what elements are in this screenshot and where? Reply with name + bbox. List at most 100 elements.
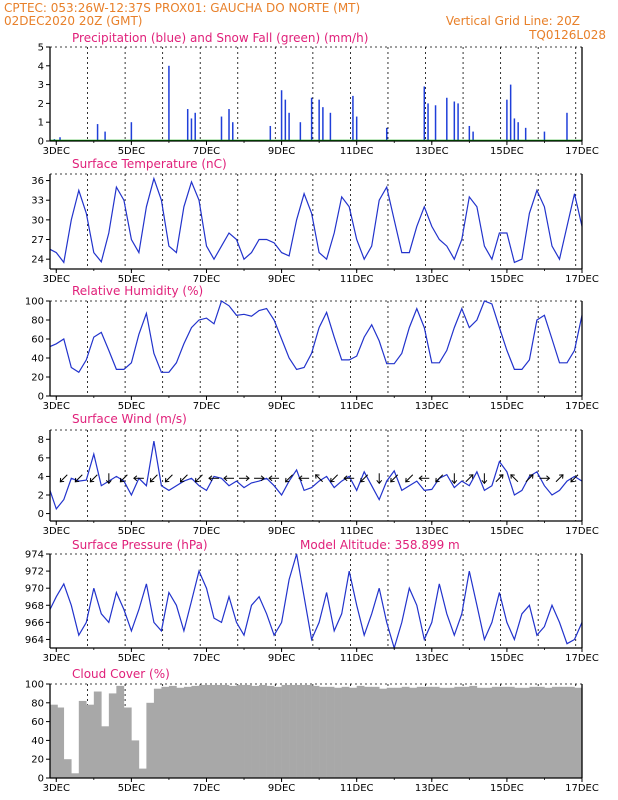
precip-bar: [280, 90, 283, 141]
x-tick-label: 13DEC: [415, 401, 449, 412]
x-tick-label: 13DEC: [415, 274, 449, 285]
wind-arrow-head: [223, 475, 228, 482]
precip-bar: [434, 105, 437, 141]
precip-bar: [468, 125, 471, 141]
cloud-bar: [401, 686, 410, 778]
panel-title: Relative Humidity (%): [72, 284, 203, 298]
cloud-bar: [198, 684, 207, 778]
x-tick-label: 11DEC: [340, 526, 374, 537]
cloud-bar: [454, 686, 463, 778]
wind-arrow: [59, 474, 68, 483]
precip-bar: [524, 127, 527, 141]
cloud-bar: [168, 685, 177, 778]
panel-title: Surface Wind (m/s): [72, 412, 187, 426]
x-tick-label: 17DEC: [565, 274, 599, 285]
cloud-bar: [499, 686, 508, 778]
wind-arrow: [180, 474, 188, 483]
series-line-wind: [49, 441, 583, 511]
y-tick-label: 0: [38, 774, 44, 785]
wind-arrow: [74, 474, 83, 483]
y-tick-label: 964: [25, 635, 44, 646]
y-tick-label: 20: [31, 755, 44, 766]
cloud-bar: [349, 687, 357, 778]
precip-bar: [232, 122, 234, 141]
cloud-bar: [326, 686, 335, 778]
panel-title: Surface Pressure (hPa): [72, 538, 208, 552]
cloud-bar: [341, 686, 350, 778]
cloud-bar: [514, 687, 523, 778]
wind-arrow: [570, 474, 579, 483]
precip-bar: [190, 118, 193, 141]
y-tick-label: 5: [38, 43, 44, 54]
wind-arrow-head: [179, 477, 185, 483]
x-tick-label: 7DEC: [193, 401, 220, 412]
y-tick-label: 1: [38, 118, 44, 129]
cloud-bar: [108, 693, 117, 778]
cloud-bar: [206, 684, 215, 778]
y-tick-label: 974: [25, 550, 44, 561]
x-tick-label: 5DEC: [118, 274, 145, 285]
wind-arrow-head: [133, 475, 138, 482]
precip-bar: [220, 116, 223, 141]
cloud-bar: [431, 686, 440, 778]
y-tick-label: 30: [31, 215, 44, 226]
cloud-bar: [521, 687, 530, 778]
wind-arrow-head: [360, 477, 365, 483]
x-tick-label: 5DEC: [118, 653, 145, 664]
wind-arrow-head: [330, 477, 335, 483]
precip-bar: [509, 84, 512, 141]
panel-precip: Precipitation (blue) and Snow Fall (gree…: [38, 31, 599, 157]
cloud-bar: [50, 704, 58, 778]
header-date: 02DEC2020 20Z (GMT): [4, 14, 142, 28]
wind-arrow-head: [451, 479, 458, 485]
cloud-bar: [536, 686, 545, 778]
wind-arrow: [89, 474, 98, 483]
y-tick-label: 0: [38, 137, 44, 148]
precip-bar: [472, 131, 474, 141]
cloud-bar: [484, 687, 493, 778]
x-tick-label: 7DEC: [193, 146, 220, 157]
x-tick-label: 11DEC: [340, 146, 374, 157]
wind-arrow-head: [343, 475, 348, 482]
cloud-bar: [78, 700, 87, 778]
cloud-bar: [138, 768, 147, 778]
x-tick-label: 13DEC: [415, 146, 449, 157]
y-tick-label: 33: [31, 196, 44, 207]
x-tick-label: 15DEC: [490, 526, 524, 537]
series-line-rh: [49, 300, 583, 374]
x-tick-label: 3DEC: [43, 526, 70, 537]
precip-bar: [130, 122, 133, 141]
cloud-bar: [251, 685, 260, 778]
cloud-bar: [544, 687, 553, 778]
precip-bar: [517, 122, 519, 141]
x-tick-label: 5DEC: [118, 526, 145, 537]
precip-bar: [59, 137, 61, 141]
x-tick-label: 11DEC: [340, 274, 374, 285]
wind-arrow-head: [194, 477, 200, 483]
cloud-bar: [476, 687, 485, 778]
x-tick-label: 13DEC: [415, 783, 449, 794]
precip-bar: [322, 107, 324, 141]
wind-arrow: [495, 474, 504, 483]
wind-arrow: [465, 474, 474, 483]
cloud-bar: [183, 686, 192, 778]
x-tick-label: 15DEC: [490, 783, 524, 794]
precip-bar: [284, 99, 287, 141]
precip-bar: [355, 116, 358, 141]
x-tick-label: 13DEC: [415, 653, 449, 664]
x-tick-label: 3DEC: [43, 274, 70, 285]
wind-arrow-head: [298, 475, 303, 482]
cloud-bar: [469, 685, 478, 778]
y-tick-label: 0: [38, 509, 44, 520]
precip-bar: [194, 112, 196, 141]
precip-bar: [427, 103, 429, 141]
precip-bar: [543, 131, 546, 141]
wind-arrow: [315, 474, 323, 483]
x-tick-label: 3DEC: [43, 146, 70, 157]
cloud-bar: [236, 684, 245, 778]
cloud-bar: [289, 684, 297, 778]
cloud-bar: [394, 687, 403, 778]
x-tick-label: 15DEC: [490, 653, 524, 664]
cloud-bar: [446, 687, 455, 778]
wind-arrow: [285, 474, 293, 483]
